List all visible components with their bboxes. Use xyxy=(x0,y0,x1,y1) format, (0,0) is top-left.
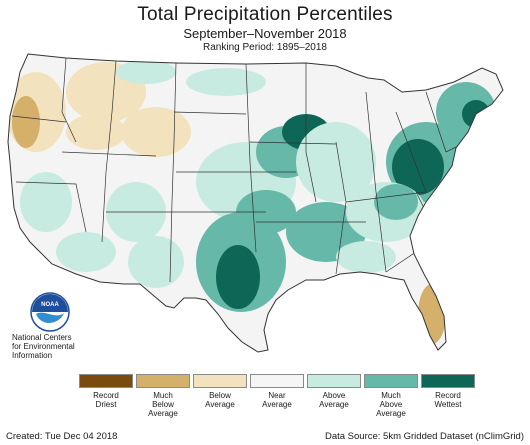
legend-item-much-above-average: Much Above Average xyxy=(363,374,419,418)
legend-label-line: Average xyxy=(262,400,292,409)
legend-label-line: Wettest xyxy=(434,400,462,409)
data-source: Data Source: 5km Gridded Dataset (nClimG… xyxy=(324,431,524,442)
legend-label-line: Much xyxy=(381,391,401,400)
ncei-caption: National Centers for Environmental Infor… xyxy=(12,333,92,360)
legend-swatch xyxy=(193,374,247,388)
legend-item-much-below-average: Much Below Average xyxy=(135,374,191,418)
map-title: Total Precipitation Percentiles xyxy=(137,4,393,25)
legend: Record Driest Much Below Average Below A… xyxy=(78,374,478,424)
precip-regions xyxy=(8,60,496,344)
legend-label-line: Below xyxy=(209,391,231,400)
legend-swatch xyxy=(79,374,133,388)
legend-label-line: Average xyxy=(148,409,178,418)
legend-label-line: Record xyxy=(435,391,461,400)
legend-swatch xyxy=(421,374,475,388)
us-outline xyxy=(7,53,504,353)
ncei-caption-line: Information xyxy=(12,351,53,360)
us-precipitation-map xyxy=(6,52,524,362)
ncei-caption-line: for Environmental xyxy=(12,342,75,351)
created-date: Created: Tue Dec 04 2018 xyxy=(6,431,118,442)
legend-label-line: Below xyxy=(152,400,174,409)
legend-item-below-average: Below Average xyxy=(192,374,248,409)
state-borders xyxy=(11,57,487,283)
legend-label-line: Near xyxy=(268,391,286,400)
legend-item-record-wettest: Record Wettest xyxy=(420,374,476,409)
legend-label-line: Average xyxy=(319,400,349,409)
legend-label-line: Above xyxy=(322,391,346,400)
noaa-logo-text: NOAA xyxy=(41,302,59,308)
legend-swatch xyxy=(307,374,361,388)
legend-label-line: Record xyxy=(93,391,119,400)
legend-label-line: Average xyxy=(376,409,406,418)
legend-label-line: Average xyxy=(205,400,235,409)
legend-label-line: Above xyxy=(379,400,403,409)
legend-label-line: Much xyxy=(153,391,173,400)
ncei-caption-line: National Centers xyxy=(12,333,72,342)
ranking-period: Ranking Period: 1895–2018 xyxy=(203,42,327,53)
noaa-logo-icon: NOAA xyxy=(30,292,70,332)
legend-item-record-driest: Record Driest xyxy=(78,374,134,409)
map-subtitle: September–November 2018 xyxy=(183,26,347,41)
legend-swatch xyxy=(250,374,304,388)
legend-label-line: Driest xyxy=(95,400,117,409)
legend-item-near-average: Near Average xyxy=(249,374,305,409)
legend-swatch xyxy=(364,374,418,388)
legend-item-above-average: Above Average xyxy=(306,374,362,409)
legend-swatch xyxy=(136,374,190,388)
